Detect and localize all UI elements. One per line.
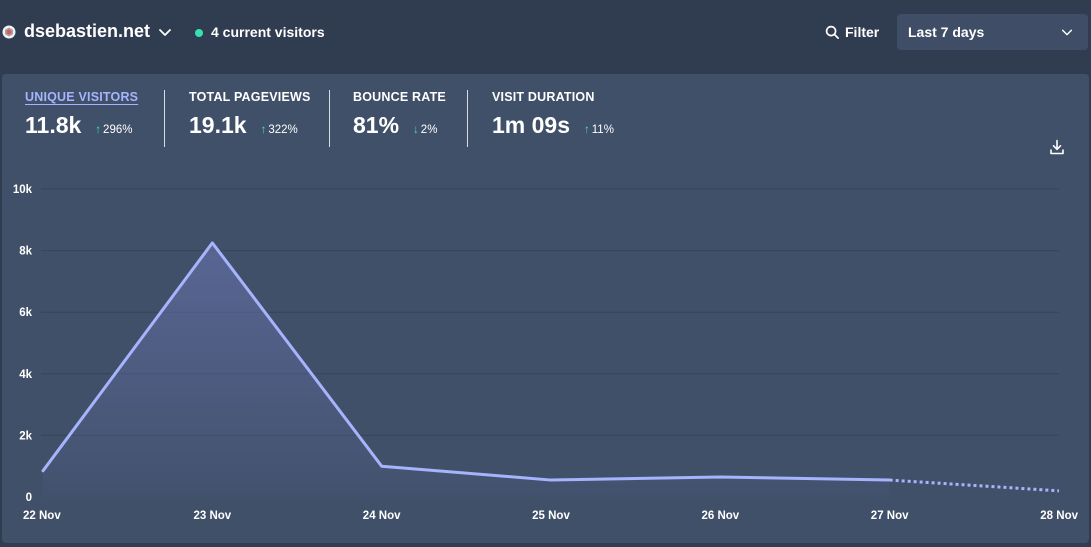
stat-bounce-rate[interactable]: BOUNCE RATE 81% ↓ 2% [353, 90, 446, 139]
data-point[interactable] [1055, 487, 1063, 495]
search-icon [825, 25, 839, 39]
data-point[interactable] [208, 239, 216, 247]
current-visitors-link[interactable]: 4 current visitors [211, 24, 325, 40]
stat-change: ↑ 296% [95, 124, 133, 136]
period-dropdown[interactable]: Last 7 days [897, 14, 1088, 50]
data-point[interactable] [716, 473, 724, 481]
live-indicator-dot [195, 29, 203, 37]
period-label: Last 7 days [908, 24, 985, 40]
filter-label: Filter [845, 24, 880, 40]
x-tick-label: 24 Nov [363, 510, 401, 522]
x-tick-label: 23 Nov [193, 510, 231, 522]
chevron-down-icon [1061, 29, 1073, 36]
data-point[interactable] [378, 462, 386, 470]
data-point[interactable] [547, 476, 555, 484]
y-tick-label: 8k [19, 246, 32, 258]
y-tick-label: 4k [19, 369, 32, 381]
data-point[interactable] [39, 467, 47, 475]
stat-value: 11.8k [25, 112, 82, 138]
stat-change: ↓ 2% [413, 124, 438, 136]
series-area-fill [43, 242, 890, 497]
y-tick-label: 6k [19, 307, 32, 319]
stat-label: TOTAL PAGEVIEWS [189, 90, 311, 104]
series-line [41, 241, 892, 482]
stat-divider [164, 90, 165, 147]
data-point[interactable] [886, 476, 894, 484]
stat-divider [467, 90, 468, 147]
site-favicon-icon [2, 25, 16, 39]
download-icon[interactable] [1049, 139, 1065, 155]
stat-label: UNIQUE VISITORS [25, 90, 139, 104]
stat-value: 81% [353, 112, 400, 138]
chevron-down-icon[interactable] [157, 24, 173, 40]
x-tick-label: 22 Nov [23, 510, 61, 522]
x-tick-label: 28 Nov [1040, 510, 1078, 522]
x-tick-label: 26 Nov [701, 510, 739, 522]
y-tick-label: 2k [19, 430, 32, 442]
arrow-up-icon: ↑ [95, 124, 102, 136]
y-tick-label: 0 [26, 492, 32, 504]
site-switcher[interactable]: dsebastien.net [24, 21, 151, 41]
arrow-up-icon: ↑ [260, 124, 267, 136]
stat-change: ↑ 322% [260, 124, 298, 136]
stat-label: VISIT DURATION [492, 90, 595, 104]
arrow-down-icon: ↓ [413, 124, 419, 136]
filter-button[interactable]: Filter [825, 22, 879, 42]
x-tick-label: 25 Nov [532, 510, 570, 522]
arrow-up-icon: ↑ [584, 124, 590, 136]
series-line-partial [889, 478, 1060, 493]
stat-total-pageviews[interactable]: TOTAL PAGEVIEWS 19.1k ↑ 322% [189, 90, 311, 139]
stat-visit-duration[interactable]: VISIT DURATION 1m 09s ↑ 11% [492, 90, 614, 139]
stat-label: BOUNCE RATE [353, 90, 446, 104]
stat-unique-visitors[interactable]: UNIQUE VISITORS 11.8k ↑ 296% [25, 90, 138, 139]
stat-divider [329, 90, 330, 147]
stat-change: ↑ 11% [584, 124, 614, 136]
stat-value: 1m 09s [492, 112, 571, 138]
stat-value: 19.1k [189, 112, 247, 138]
y-tick-label: 10k [13, 184, 33, 196]
x-tick-label: 27 Nov [871, 510, 909, 522]
top-bar: dsebastien.net 4 current visitors Filter… [0, 0, 1091, 64]
